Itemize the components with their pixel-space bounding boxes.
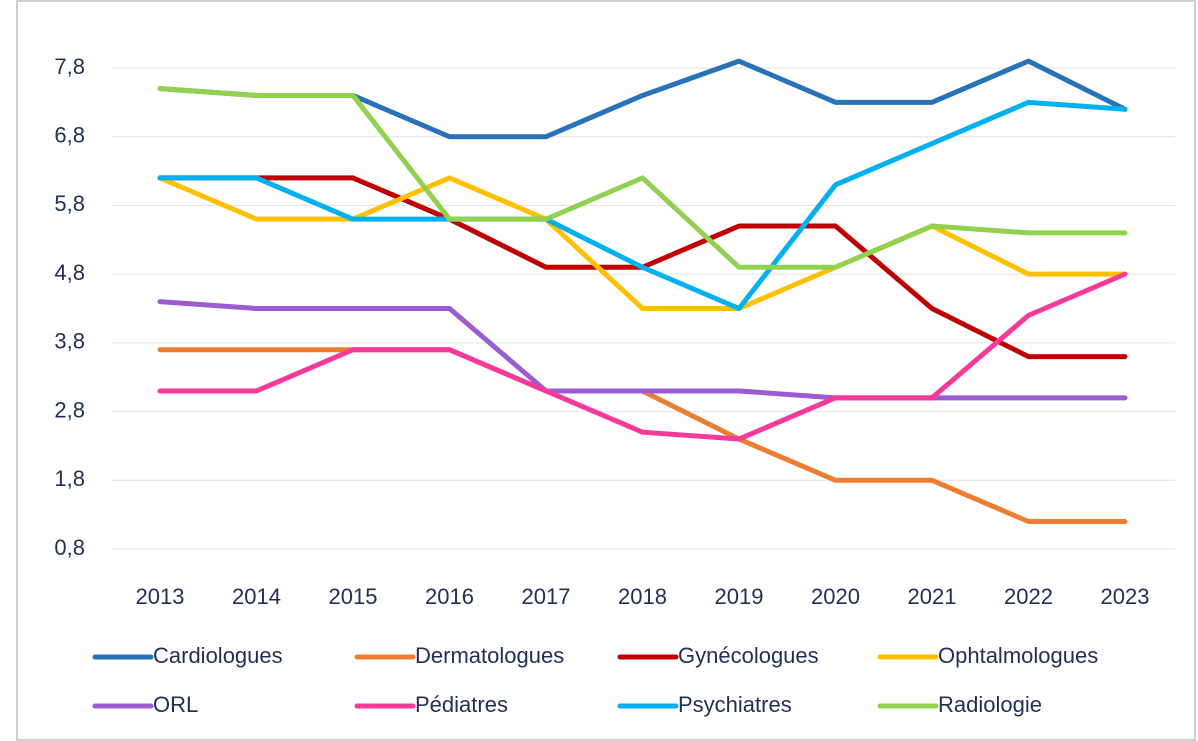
- series-line: [157, 99, 1128, 311]
- legend-label: Radiologie: [938, 692, 1042, 717]
- y-tick-label: 1,8: [54, 466, 85, 491]
- x-tick-label: 2014: [232, 584, 281, 609]
- y-tick-label: 0,8: [54, 535, 85, 560]
- series-line: [157, 271, 1128, 442]
- y-tick-label: 3,8: [54, 329, 85, 354]
- x-tick-label: 2017: [522, 584, 571, 609]
- x-tick-label: 2015: [329, 584, 378, 609]
- legend-label: ORL: [153, 692, 198, 717]
- chart-frame: [16, 0, 1196, 741]
- legend-label: Ophtalmologues: [938, 643, 1098, 668]
- x-tick-label: 2021: [908, 584, 957, 609]
- y-tick-label: 6,8: [54, 123, 85, 148]
- x-tick-label: 2013: [136, 584, 185, 609]
- x-tick-label: 2018: [618, 584, 667, 609]
- legend-label: Psychiatres: [678, 692, 792, 717]
- y-tick-label: 4,8: [54, 260, 85, 285]
- x-tick-label: 2023: [1101, 584, 1150, 609]
- x-tick-label: 2022: [1004, 584, 1053, 609]
- series-line: [157, 175, 1128, 311]
- legend-label: Cardiologues: [153, 643, 283, 668]
- legend-label: Pédiatres: [415, 692, 508, 717]
- series-line: [157, 86, 1128, 270]
- y-tick-label: 5,8: [54, 191, 85, 216]
- x-tick-label: 2020: [811, 584, 860, 609]
- x-tick-label: 2019: [715, 584, 764, 609]
- y-tick-label: 2,8: [54, 397, 85, 422]
- series-line: [157, 299, 1128, 401]
- legend-label: Dermatologues: [415, 643, 564, 668]
- x-tick-label: 2016: [425, 584, 474, 609]
- y-tick-label: 7,8: [54, 54, 85, 79]
- legend-label: Gynécologues: [678, 643, 819, 668]
